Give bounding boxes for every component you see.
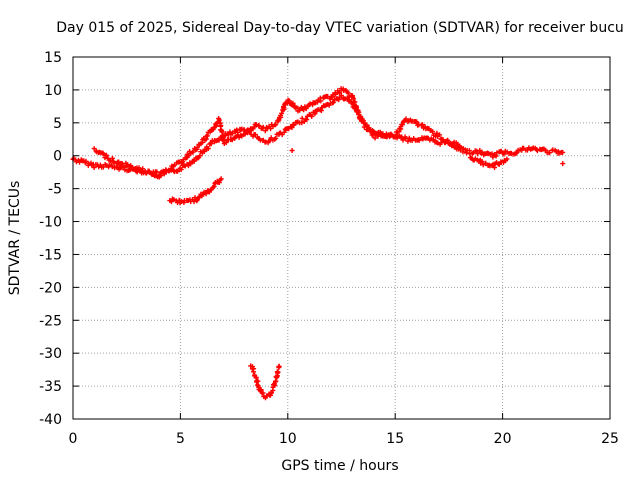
y-tick-label: 15: [44, 50, 62, 66]
series-upper-branch: [91, 86, 463, 180]
y-tick-label: -5: [48, 182, 62, 198]
series-markers-deep-dip: [248, 363, 282, 401]
y-tick-label: 10: [44, 83, 62, 99]
y-axis-label: SDTVAR / TECUs: [7, 181, 23, 296]
series-dip-evening: [467, 155, 510, 170]
y-tick-label: -30: [39, 346, 62, 362]
x-tick-label: 25: [601, 431, 619, 447]
plot-frame: [72, 56, 611, 420]
x-axis-label: GPS time / hours: [281, 458, 398, 474]
x-tick-label: 20: [494, 431, 512, 447]
y-tick-label: -20: [39, 280, 62, 296]
x-tick-label: 10: [279, 431, 297, 447]
y-tick-label: -10: [39, 215, 62, 231]
y-tick-label: 0: [53, 149, 62, 165]
y-tick-label: 5: [53, 116, 62, 132]
series-markers-upper-branch: [91, 86, 463, 180]
data-series: [70, 86, 566, 401]
series-markers-isolated-points: [281, 103, 566, 167]
series-markers-dip-evening: [467, 155, 510, 170]
series-isolated-points: [281, 103, 566, 167]
y-tick-label: -15: [39, 247, 62, 263]
series-markers-lower-arc: [167, 176, 224, 206]
x-tick-label: 0: [69, 431, 78, 447]
chart-title: Day 015 of 2025, Sidereal Day-to-day VTE…: [56, 20, 624, 36]
axis-ticks: [72, 56, 611, 420]
x-tick-label: 5: [176, 431, 185, 447]
x-tick-label: 15: [386, 431, 404, 447]
y-tick-label: -25: [39, 313, 62, 329]
y-tick-label: -40: [39, 412, 62, 428]
tick-labels: 0 5 10 15 20 25 15 10 5 0 -5 -10 -15 -20 -25 -30 -35 -40: [39, 50, 619, 447]
series-deep-dip: [248, 363, 282, 401]
series-lower-arc: [167, 176, 224, 206]
y-tick-label: -35: [39, 379, 62, 395]
grid-lines: [73, 57, 610, 419]
